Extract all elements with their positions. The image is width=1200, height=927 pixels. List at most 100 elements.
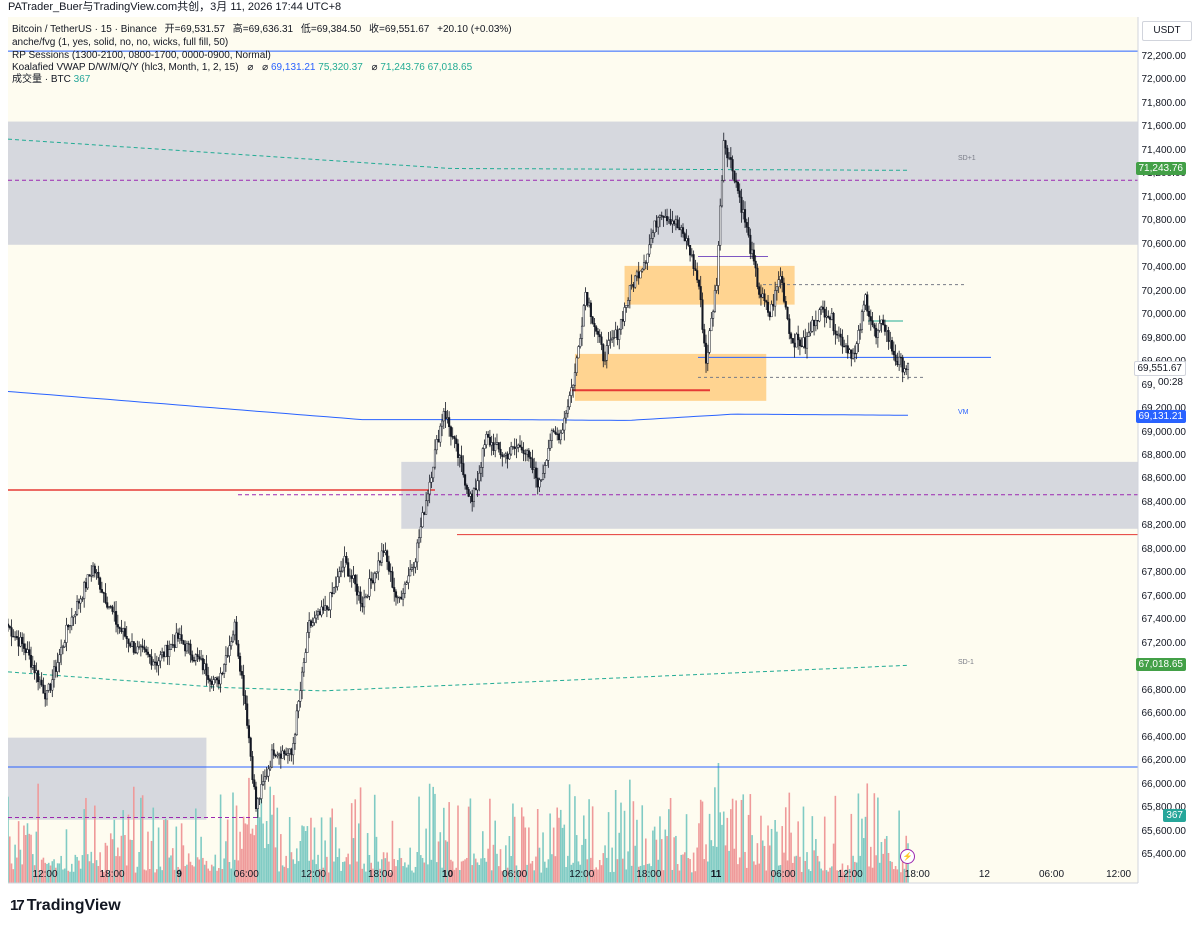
candle-body [547,448,550,461]
volume-bar [12,869,15,883]
candle-body [88,574,91,577]
vwap-annotation: VM [958,408,969,416]
symbol-name[interactable]: Bitcoin / TetherUS · 15 · Binance [12,24,157,35]
candle-body [377,560,380,573]
candle-body [442,410,445,422]
volume-bar [781,826,784,883]
candle-body [240,671,243,676]
volume-bar [303,826,305,883]
volume-bar [701,801,704,883]
volume-bar [878,862,881,883]
volume-bar [30,834,32,883]
volume-bar [173,869,176,883]
candle-body [417,537,421,544]
volume-bar [901,858,904,883]
candle-body [706,352,709,364]
volume-bar [575,835,578,883]
candle-body [612,337,615,339]
candle-body [681,227,685,234]
volume-bar [636,819,638,883]
candle-body [653,220,656,233]
volume-bar [699,799,702,883]
volume-bar [131,839,133,883]
volume-bar [758,863,760,883]
candle-body [733,170,736,182]
sessions-indicator-legend[interactable]: RP Sessions (1300-2100, 0800-1700, 0000-… [12,50,271,61]
volume-bar [494,820,497,883]
volume-bar [854,861,856,883]
volume-value-tag[interactable]: 367 [1163,809,1186,823]
candle-body [754,260,757,269]
candle-body [763,293,766,302]
volume-bar [278,871,280,883]
candle-body [150,656,153,666]
volume-bar [474,858,477,883]
candle-body [527,450,530,458]
volume-bar [143,869,146,883]
volume-bar [101,869,103,883]
candle-body [717,245,720,286]
tradingview-logo[interactable]: 17 TradingView [10,897,121,915]
candle-body [136,646,139,654]
candle-body [804,337,807,349]
volume-bar [503,870,505,883]
candle-body [797,333,800,341]
candle-body [120,628,123,632]
volume-bar [108,871,110,883]
countdown-tag[interactable]: 00:28 [1154,376,1186,390]
candle-body [867,311,871,317]
volume-bar [705,844,707,883]
volume-bar [56,863,59,883]
vwap-indicator-legend[interactable]: Koalafied VWAP D/W/M/Q/Y (hlc3, Month, 1… [12,62,472,74]
volume-indicator-legend[interactable]: 成交量 · BTC 367 [12,74,90,86]
candle-body [375,571,378,574]
price-tick-label: 68,000.00 [1141,543,1187,555]
volume-bar [891,861,893,883]
volume-bar [687,857,690,883]
volume-bar [558,817,560,883]
sd-plus-price-tag[interactable]: 71,243.76 [1135,162,1186,176]
volume-bar [345,857,348,883]
candle-body [774,290,777,307]
candle-body [391,571,394,588]
volume-bar [435,862,438,883]
vwap-price-tag[interactable]: 69,131.21 [1135,410,1186,424]
fvg-indicator-legend[interactable]: anche/fvg (1, yes, solid, no, no, wicks,… [12,37,229,48]
last-price-tag[interactable]: 69,551.67 [1133,360,1186,376]
candle-body [334,586,337,588]
volume-bar [561,827,564,883]
candlestick-chart[interactable] [8,17,1138,883]
volume-bar [113,819,116,883]
candle-body [260,784,263,799]
candle-body [499,448,502,456]
volume-bar [350,803,353,883]
volume-bar [749,794,752,883]
candle-body [524,453,527,455]
currency-selector[interactable]: USDT [1142,21,1192,41]
volume-bar [336,857,339,883]
volume-bar [319,868,321,883]
volume-bar [53,859,55,883]
candle-body [325,605,328,610]
volume-bar [334,827,337,883]
chart-pane[interactable] [8,17,1138,883]
candle-body [350,575,353,579]
lightning-icon[interactable]: ⚡ [900,849,915,864]
volume-bar [216,870,218,883]
volume-bar [652,830,654,883]
volume-bar [683,852,686,883]
sd-minus-price-tag[interactable]: 67,018.65 [1135,658,1186,672]
candle-body [458,455,461,458]
candle-body [373,573,376,584]
volume-bar [39,871,41,883]
candle-body [10,627,13,637]
volume-bar [281,865,284,883]
volume-bar [650,866,652,883]
candle-body [761,293,764,298]
candle-body [428,481,431,495]
candle-body [770,303,773,318]
volume-bar [606,857,608,883]
candle-body [828,317,832,320]
candle-body [634,275,637,288]
candle-body [891,340,894,352]
